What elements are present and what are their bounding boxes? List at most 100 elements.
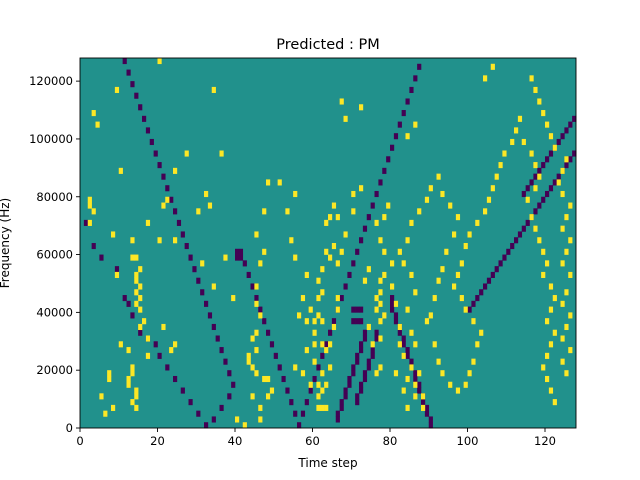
heatmap-cell-high [145,219,151,226]
heatmap-cell-high [564,214,569,221]
heatmap-cell-low [347,375,352,383]
heatmap-cell-high [479,329,484,336]
heatmap-cell-high [91,110,96,117]
heatmap-cell-high [335,260,340,267]
heatmap-cell-high [328,214,333,221]
heatmap-cell-high [107,370,112,377]
heatmap-cell-low [165,185,170,192]
heatmap-cell-high [413,341,418,348]
heatmap-cell-high [173,167,178,174]
heatmap-cell-low [370,352,375,359]
heatmap-cell-low [149,138,154,146]
heatmap-cell-high [417,370,422,377]
heatmap-cell-low [211,416,216,423]
heatmap-cell-low [161,173,166,180]
heatmap-cell-low [533,173,538,180]
heatmap-cell-low [541,196,546,203]
heatmap-cell-low [351,364,356,371]
heatmap-cell-low [390,300,395,307]
heatmap-cell-high [490,185,495,192]
y-tick-label: 80000 [36,190,73,204]
heatmap-cell-high [560,260,565,267]
heatmap-cell-low [355,393,360,400]
heatmap-cell-high [417,208,422,215]
heatmap-cell-low [250,283,255,290]
heatmap-cell-high [250,335,255,342]
heatmap-cell-high [304,318,309,325]
heatmap-cell-high [421,404,426,411]
heatmap-cell-low [196,277,201,284]
heatmap-cell-low [359,318,364,325]
heatmap-cell-high [223,254,228,261]
heatmap-cell-low [494,266,499,273]
heatmap-cell-high [145,335,151,342]
x-tick-label: 40 [228,434,243,448]
heatmap-cell-high [405,375,410,383]
heatmap-cell-high [556,179,561,186]
heatmap-cell-low [366,214,371,221]
heatmap-cell-low [196,410,201,417]
heatmap-cell-low [130,81,135,88]
heatmap-cell-low [572,150,577,157]
heatmap-cell-high [328,341,333,348]
heatmap-cell-high [421,393,426,400]
heatmap-cell-low [277,364,282,371]
heatmap-cell-low [545,156,550,163]
heatmap-cell-low [324,341,329,348]
heatmap-cell-high [219,150,224,157]
heatmap-cell-high [471,318,476,325]
heatmap-cell-low [424,404,430,411]
heatmap-cell-high [459,295,464,302]
heatmap-cell-high [390,260,395,267]
heatmap-cell-high [235,416,240,423]
x-axis-label: Time step [297,456,357,470]
heatmap-cell-low [339,404,344,411]
y-tick-label: 40000 [36,305,73,319]
heatmap-cell-low [428,422,433,429]
heatmap-cell-low [409,86,414,93]
heatmap-cell-low [393,318,399,325]
y-tick-label: 60000 [36,248,73,262]
heatmap-cell-high [564,248,569,255]
heatmap-cell-low [130,312,135,319]
heatmap-cell-high [537,173,542,180]
heatmap-cell-low [339,295,344,302]
heatmap-cell-low [378,179,383,186]
heatmap-cell-low [390,144,395,151]
heatmap-cell-high [405,306,410,313]
heatmap-cell-low [122,58,127,65]
heatmap-cell-high [374,219,379,226]
heatmap-cell-high [254,283,259,290]
heatmap-cell-high [324,381,329,388]
heatmap-cell-high [111,231,116,238]
heatmap-cell-high [138,295,143,302]
heatmap-cell-high [254,329,259,336]
heatmap-cell-low [397,329,402,336]
heatmap-cell-high [320,370,325,377]
heatmap-cell-low [312,375,317,383]
heatmap-cell-high [320,318,325,325]
heatmap-cell-high [533,86,538,93]
heatmap-cell-high [316,312,321,319]
heatmap-cell-high [568,271,573,278]
heatmap-cell-high [339,98,344,105]
heatmap-cell-high [393,370,399,377]
heatmap-cell-high [118,167,123,174]
heatmap-cell-high [134,289,139,296]
heatmap-cell-high [529,214,534,221]
heatmap-cell-high [359,104,364,111]
heatmap-cell-high [409,364,414,371]
heatmap-cell-high [130,254,135,261]
heatmap-cell-low [417,63,422,70]
heatmap-cell-high [552,144,557,151]
heatmap-cell-low [304,399,309,406]
heatmap-cell-high [568,347,573,354]
heatmap-cell-low [262,318,267,325]
heatmap-cell-high [254,300,259,307]
heatmap-cell-high [545,375,550,383]
heatmap-cell-high [320,266,325,273]
heatmap-cell-low [91,243,96,250]
heatmap-cell-high [541,364,546,371]
heatmap-cell-high [521,138,526,146]
y-axis-label: Frequency (Hz) [0,198,12,289]
